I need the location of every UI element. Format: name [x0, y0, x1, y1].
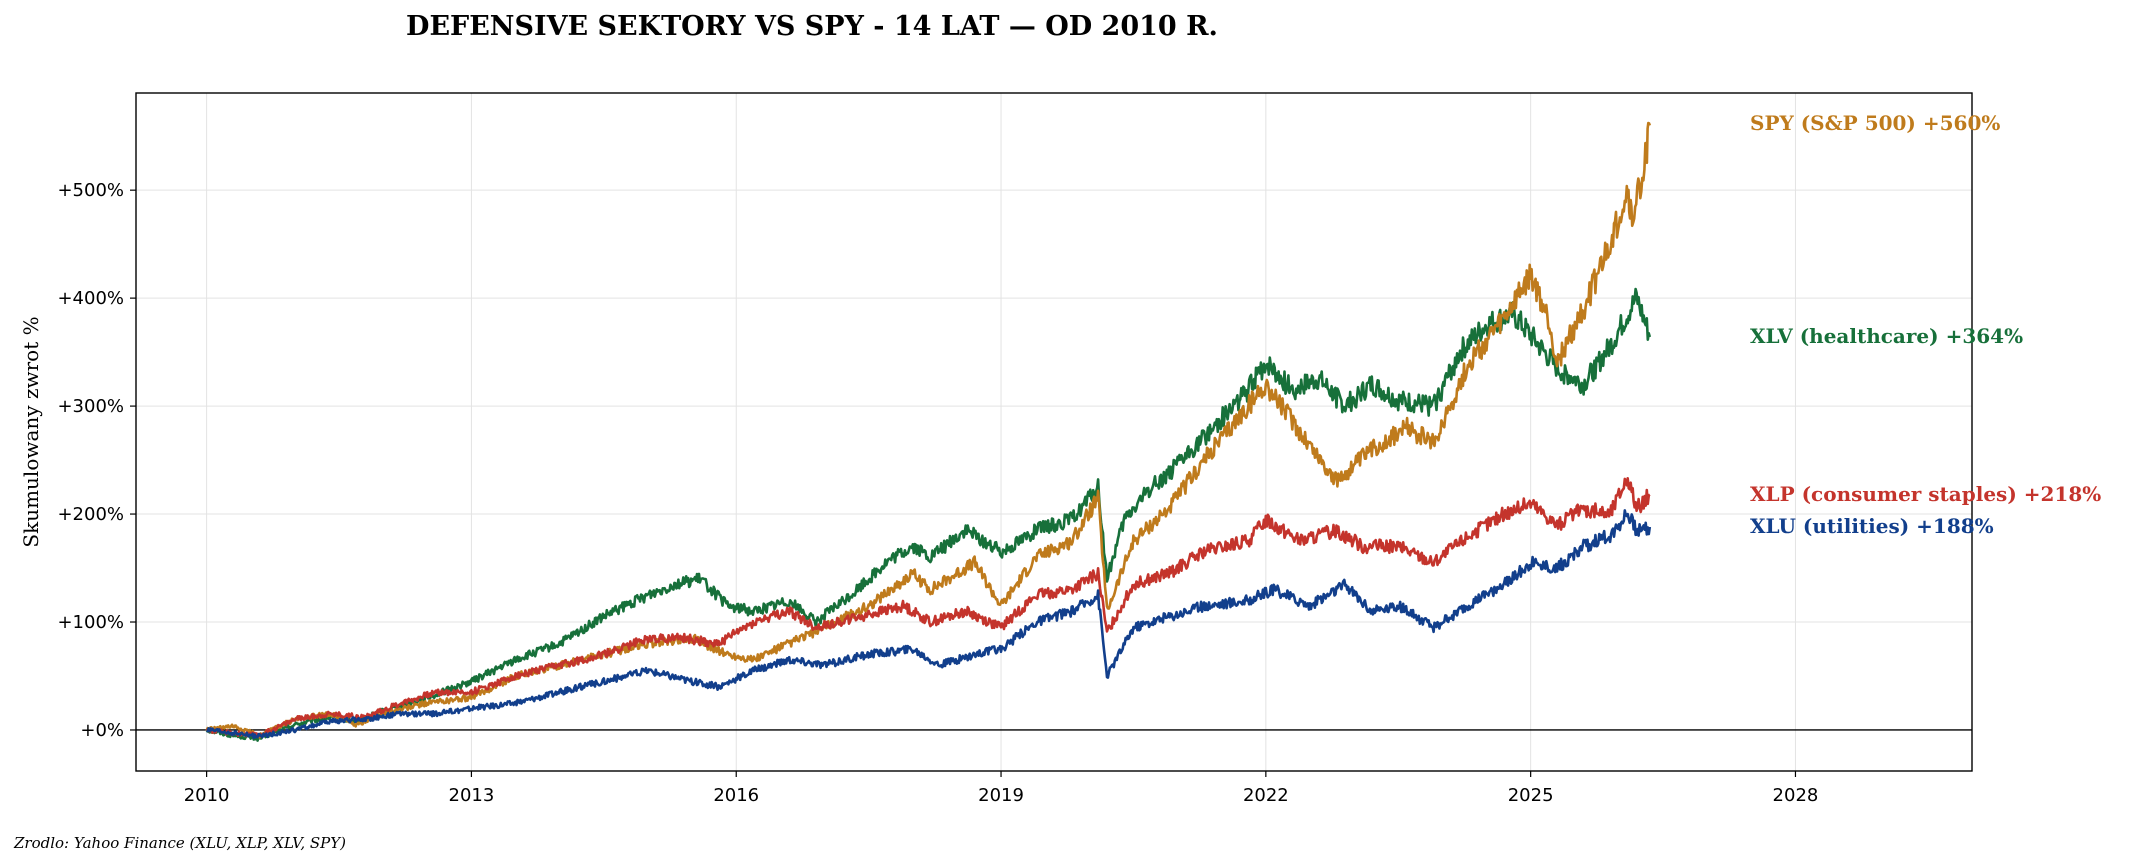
y-tick-label: +500% [57, 180, 124, 201]
x-tick-label: 2028 [1773, 785, 1819, 806]
series-line-xlp [205, 477, 1651, 738]
source-note: Zrodlo: Yahoo Finance (XLU, XLP, XLV, SP… [13, 834, 346, 852]
x-tick-label: 2019 [978, 785, 1024, 806]
series-line-xlu [206, 509, 1652, 740]
x-tick-label: 2025 [1508, 785, 1554, 806]
y-axis-label: Skumulowany zwrot % [19, 316, 43, 547]
series-end-label: XLU (utilities) +188% [1750, 514, 1994, 538]
y-tick-label: +400% [57, 288, 124, 309]
x-tick-label: 2016 [713, 785, 759, 806]
x-tick-label: 2022 [1243, 785, 1289, 806]
series-end-label: SPY (S&P 500) +560% [1750, 111, 2000, 135]
y-tick-label: +0% [80, 720, 124, 741]
x-tick-label: 2013 [449, 785, 495, 806]
chart-title: DEFENSIVE SEKTORY VS SPY - 14 LAT — OD 2… [406, 11, 1218, 42]
plot-area: 2010 2013 2016 2019 2022 2025 2028 +0% +100% +200… [57, 92, 2101, 806]
plot-background [136, 93, 1972, 771]
series-line-xlv [205, 287, 1652, 742]
series-line-spy [205, 121, 1652, 739]
series-end-label: XLV (healthcare) +364% [1750, 324, 2023, 348]
plot-frame [135, 92, 1973, 772]
y-tick-label: +300% [57, 396, 124, 417]
y-tick-label: +100% [57, 612, 124, 633]
y-tick-label: +200% [57, 504, 124, 525]
x-tick-label: 2010 [184, 785, 230, 806]
series-end-label: XLP (consumer staples) +218% [1750, 482, 2101, 506]
